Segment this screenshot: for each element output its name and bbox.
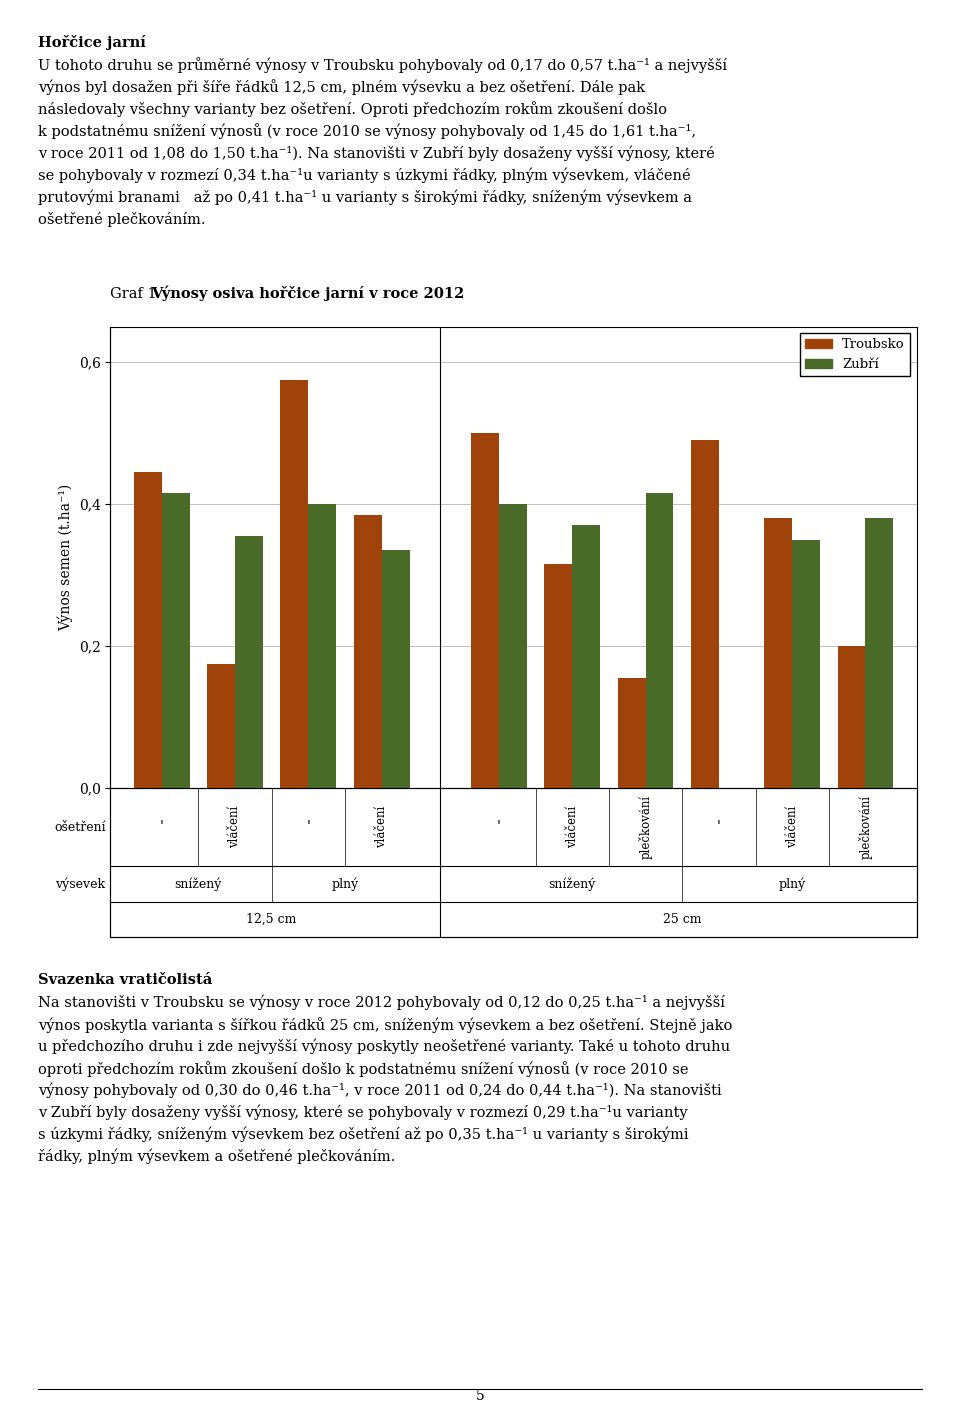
Text: ': ': [497, 821, 501, 834]
Bar: [382, 550, 410, 788]
Text: v Zubří byly dosaženy vyšší výnosy, které se pohybovaly v rozmezí 0,29 t.ha⁻¹u v: v Zubří byly dosaženy vyšší výnosy, kter…: [38, 1105, 688, 1120]
Bar: [866, 518, 894, 788]
Text: plečkování: plečkování: [858, 795, 873, 859]
Text: výsevek: výsevek: [56, 878, 106, 890]
Bar: [133, 471, 161, 788]
Bar: [792, 540, 820, 788]
Bar: [645, 494, 673, 788]
Text: 12,5 cm: 12,5 cm: [247, 913, 297, 926]
Bar: [280, 379, 308, 788]
Text: v roce 2011 od 1,08 do 1,50 t.ha⁻¹). Na stanovišti v Zubří byly dosaženy vyšší v: v roce 2011 od 1,08 do 1,50 t.ha⁻¹). Na …: [38, 145, 715, 160]
Text: Svazenka vratičolistá: Svazenka vratičolistá: [38, 973, 213, 987]
Bar: [161, 494, 189, 788]
Legend: Troubsko, Zubří: Troubsko, Zubří: [800, 334, 910, 376]
Text: ošetřené plečkováním.: ošetřené plečkováním.: [38, 212, 205, 227]
Bar: [691, 440, 719, 788]
Text: plný: plný: [331, 878, 359, 890]
Bar: [235, 535, 263, 788]
Text: Výnosy osiva hořčice jarní v roce 2012: Výnosy osiva hořčice jarní v roce 2012: [151, 285, 464, 301]
Text: Hořčice jarní: Hořčice jarní: [38, 36, 146, 51]
Bar: [572, 525, 600, 788]
Text: výnosy pohybovaly od 0,30 do 0,46 t.ha⁻¹, v roce 2011 od 0,24 do 0,44 t.ha⁻¹). N: výnosy pohybovaly od 0,30 do 0,46 t.ha⁻¹…: [38, 1083, 722, 1098]
Text: oproti předchozím rokům zkoušení došlo k podstatnému snížení výnosů (v roce 2010: oproti předchozím rokům zkoušení došlo k…: [38, 1061, 689, 1076]
Text: ': ': [717, 821, 721, 834]
Text: vláčení: vláčení: [565, 807, 579, 848]
Text: snížený: snížený: [548, 878, 596, 890]
Text: ': ': [306, 821, 310, 834]
Text: následovaly všechny varianty bez ošetření. Oproti předchozím rokům zkoušení došl: následovaly všechny varianty bez ošetřen…: [38, 101, 667, 118]
Bar: [617, 677, 645, 788]
Text: se pohybovaly v rozmezí 0,34 t.ha⁻¹u varianty s úzkymi řádky, plným výsevkem, vl: se pohybovaly v rozmezí 0,34 t.ha⁻¹u var…: [38, 168, 691, 183]
Text: prutovými branami   až po 0,41 t.ha⁻¹ u varianty s širokými řádky, sníženým výse: prutovými branami až po 0,41 t.ha⁻¹ u va…: [38, 190, 692, 204]
Text: ošetření: ošetření: [54, 821, 106, 834]
Text: plný: plný: [779, 878, 805, 890]
Text: Na stanovišti v Troubsku se výnosy v roce 2012 pohybovaly od 0,12 do 0,25 t.ha⁻¹: Na stanovišti v Troubsku se výnosy v roc…: [38, 995, 726, 1010]
Text: výnos byl dosažen při šíře řádků 12,5 cm, plném výsevku a bez ošetření. Dále pak: výnos byl dosažen při šíře řádků 12,5 cm…: [38, 80, 645, 95]
Text: u předchozího druhu i zde nejvyšší výnosy poskytly neošetřené varianty. Také u t: u předchozího druhu i zde nejvyšší výnos…: [38, 1039, 731, 1054]
Text: vláčení: vláčení: [228, 807, 242, 848]
Bar: [471, 433, 499, 788]
Bar: [764, 518, 792, 788]
Bar: [499, 504, 527, 788]
Text: plečkování: plečkování: [638, 795, 653, 859]
Text: k podstatnému snížení výnosů (v roce 2010 se výnosy pohybovaly od 1,45 do 1,61 t: k podstatnému snížení výnosů (v roce 201…: [38, 124, 697, 139]
Y-axis label: Výnos semen (t.ha⁻¹): Výnos semen (t.ha⁻¹): [58, 484, 73, 630]
Text: ': ': [159, 821, 163, 834]
Bar: [544, 564, 572, 788]
Text: 25 cm: 25 cm: [663, 913, 702, 926]
Text: vláčení: vláčení: [785, 807, 799, 848]
Text: U tohoto druhu se průměrné výnosy v Troubsku pohybovaly od 0,17 do 0,57 t.ha⁻¹ a: U tohoto druhu se průměrné výnosy v Trou…: [38, 57, 728, 74]
Bar: [207, 665, 235, 788]
Text: výnos poskytla varianta s šířkou řádků 25 cm, sníženým výsevkem a bez ošetření. : výnos poskytla varianta s šířkou řádků 2…: [38, 1017, 732, 1032]
Text: 5: 5: [475, 1389, 485, 1403]
Bar: [308, 504, 336, 788]
Bar: [354, 514, 382, 788]
Text: s úzkymi řádky, sníženým výsevkem bez ošetření až po 0,35 t.ha⁻¹ u varianty s ši: s úzkymi řádky, sníženým výsevkem bez oš…: [38, 1127, 689, 1142]
Bar: [838, 646, 866, 788]
Text: řádky, plným výsevkem a ošetřené plečkováním.: řádky, plným výsevkem a ošetřené plečkov…: [38, 1149, 396, 1164]
Text: snížený: snížený: [175, 878, 222, 890]
Text: vláčení: vláčení: [375, 807, 388, 848]
Text: Graf 1: Graf 1: [110, 287, 161, 301]
